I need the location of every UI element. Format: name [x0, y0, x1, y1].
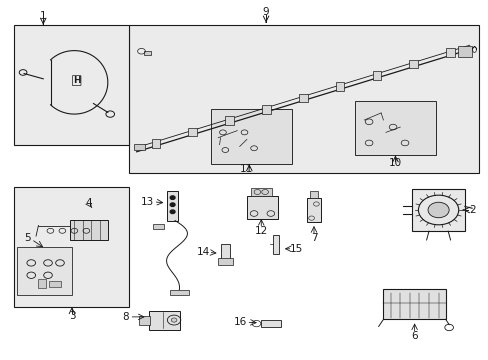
Bar	[39, 279, 45, 288]
Bar	[273, 235, 279, 254]
Text: 9: 9	[262, 8, 269, 17]
Bar	[143, 50, 151, 55]
Bar	[261, 320, 281, 328]
Bar	[372, 71, 381, 80]
Text: 8: 8	[122, 312, 129, 322]
Text: 5: 5	[24, 233, 31, 243]
Bar	[169, 290, 188, 295]
Bar	[148, 311, 180, 330]
Circle shape	[170, 203, 175, 207]
Circle shape	[171, 318, 177, 322]
Bar	[408, 60, 417, 68]
Bar	[129, 25, 478, 173]
Bar	[166, 190, 178, 221]
Bar	[306, 198, 321, 222]
Bar	[49, 280, 61, 287]
Circle shape	[170, 210, 175, 213]
Bar	[151, 139, 160, 148]
Bar	[383, 289, 445, 319]
Bar	[411, 189, 464, 231]
Bar	[225, 116, 233, 125]
Bar	[250, 188, 271, 196]
Text: 16: 16	[234, 317, 247, 327]
Bar	[446, 48, 454, 57]
Text: 6: 6	[410, 331, 417, 341]
Bar	[15, 25, 129, 145]
Bar	[188, 127, 197, 136]
Bar	[354, 101, 435, 155]
Bar	[309, 191, 317, 198]
Bar	[210, 109, 292, 164]
Circle shape	[170, 196, 175, 199]
Text: 13: 13	[141, 197, 154, 207]
Bar	[153, 224, 163, 229]
Bar	[17, 247, 72, 294]
Text: 11: 11	[240, 165, 253, 174]
Bar	[246, 196, 278, 219]
Text: 3: 3	[68, 311, 75, 321]
Bar	[220, 243, 230, 259]
Bar	[15, 187, 129, 307]
Text: 7: 7	[310, 233, 317, 243]
Text: 14: 14	[197, 247, 210, 257]
Text: 4: 4	[85, 198, 92, 208]
Text: 10: 10	[388, 158, 401, 168]
Bar	[218, 258, 232, 265]
Text: 2: 2	[468, 205, 474, 215]
Bar	[335, 82, 344, 91]
Bar	[70, 220, 108, 240]
Text: 12: 12	[254, 226, 267, 236]
Text: H: H	[73, 76, 81, 85]
Text: 15: 15	[289, 244, 302, 254]
Bar	[457, 46, 471, 57]
Text: 1: 1	[40, 11, 46, 21]
Bar	[139, 316, 149, 325]
Circle shape	[427, 202, 448, 218]
Bar	[298, 94, 307, 102]
Bar	[262, 105, 270, 114]
Bar	[134, 144, 144, 150]
